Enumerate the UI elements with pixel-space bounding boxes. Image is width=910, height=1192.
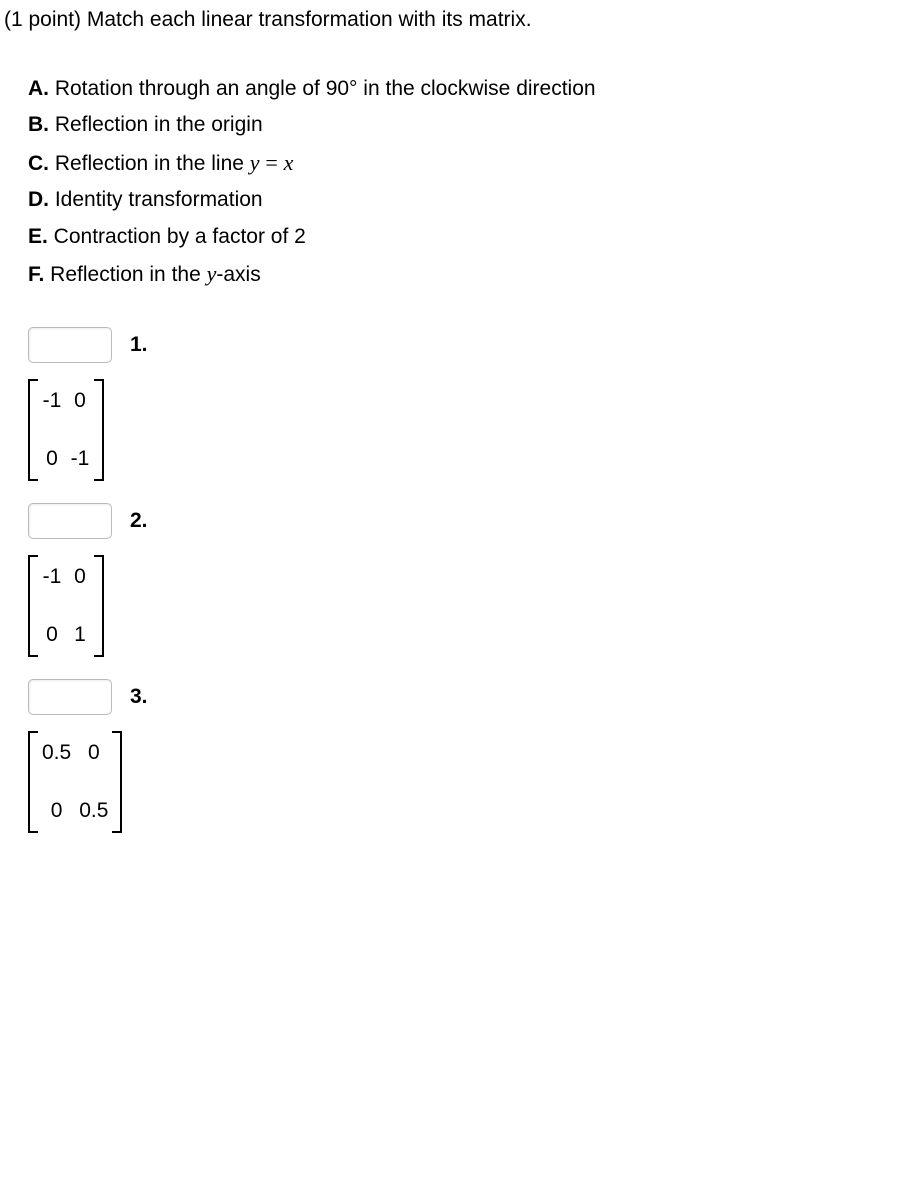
option-text: Identity transformation xyxy=(49,188,263,211)
question-number: 2. xyxy=(130,509,148,533)
matrix-content: -1001 xyxy=(42,565,90,647)
question-block: 1. -1 0 0 -1 xyxy=(4,327,890,481)
option-row: F. Reflection in the y-axis xyxy=(28,258,890,290)
input-line: 2. xyxy=(28,503,890,539)
option-row: B. Reflection in the origin xyxy=(28,110,890,140)
matrix-cell: 0.5 xyxy=(79,799,108,823)
bracket-left xyxy=(28,555,38,657)
bracket-left xyxy=(28,731,38,833)
option-letter: A. xyxy=(28,77,49,100)
option-math: y xyxy=(207,263,217,286)
matrix-cell: -1 xyxy=(70,447,90,471)
option-text-after: -axis xyxy=(216,263,260,286)
option-letter: D. xyxy=(28,188,49,211)
option-text: Reflection in the origin xyxy=(49,113,263,136)
bracket-right xyxy=(94,379,104,481)
matrix-cell: -1 xyxy=(42,565,62,589)
answer-input[interactable] xyxy=(28,327,112,363)
bracket-right xyxy=(112,731,122,833)
matrix-content: -1 0 0 -1 xyxy=(42,389,90,471)
matrix-cell: -1 xyxy=(42,389,62,413)
option-text: Reflection in the line xyxy=(49,152,250,175)
matrix: -1 0 0 -1 xyxy=(28,379,104,481)
header-text: (1 point) Match each linear transformati… xyxy=(4,8,532,31)
answer-input[interactable] xyxy=(28,679,112,715)
question-number: 1. xyxy=(130,333,148,357)
option-text: Contraction by a factor of 2 xyxy=(48,225,306,248)
matrix-cell: 0 xyxy=(79,741,108,765)
option-text: Rotation through an angle of xyxy=(49,77,326,100)
option-row: E. Contraction by a factor of 2 xyxy=(28,222,890,252)
input-line: 1. xyxy=(28,327,890,363)
option-row: C. Reflection in the line y = x xyxy=(28,147,890,179)
bracket-left xyxy=(28,379,38,481)
bracket-right xyxy=(94,555,104,657)
question-block: 3. 0.5 0 0 0.5 xyxy=(4,679,890,833)
matrix-cell: 0 xyxy=(70,389,90,413)
option-row: A. Rotation through an angle of 90° in t… xyxy=(28,74,890,104)
option-letter: F. xyxy=(28,263,44,286)
matrix: 0.5 0 0 0.5 xyxy=(28,731,122,833)
option-row: D. Identity transformation xyxy=(28,185,890,215)
option-text: Reflection in the xyxy=(44,263,206,286)
matrix-cell: 0 xyxy=(42,623,62,647)
questions-container: 1.-100-12.-10013.0.5000.5 xyxy=(4,327,890,833)
matrix-cell: 0 xyxy=(70,565,90,589)
input-line: 3. xyxy=(28,679,890,715)
matrix: -1001 xyxy=(28,555,104,657)
matrix-cell: 0.5 xyxy=(42,741,71,765)
answer-input[interactable] xyxy=(28,503,112,539)
matrix-cell: 0 xyxy=(42,799,71,823)
matrix-cell: 0 xyxy=(42,447,62,471)
page-header: (1 point) Match each linear transformati… xyxy=(4,8,890,32)
option-text-after: in the clockwise direction xyxy=(357,77,595,100)
option-letter: E. xyxy=(28,225,48,248)
question-block: 2.-1001 xyxy=(4,503,890,657)
question-number: 3. xyxy=(130,685,148,709)
options-list: A. Rotation through an angle of 90° in t… xyxy=(4,74,890,291)
matrix-content: 0.5 0 0 0.5 xyxy=(42,741,108,823)
option-math: 90° xyxy=(326,77,358,100)
option-letter: C. xyxy=(28,152,49,175)
matrix-cell: 1 xyxy=(70,623,90,647)
option-math: y = x xyxy=(250,152,294,175)
option-letter: B. xyxy=(28,113,49,136)
